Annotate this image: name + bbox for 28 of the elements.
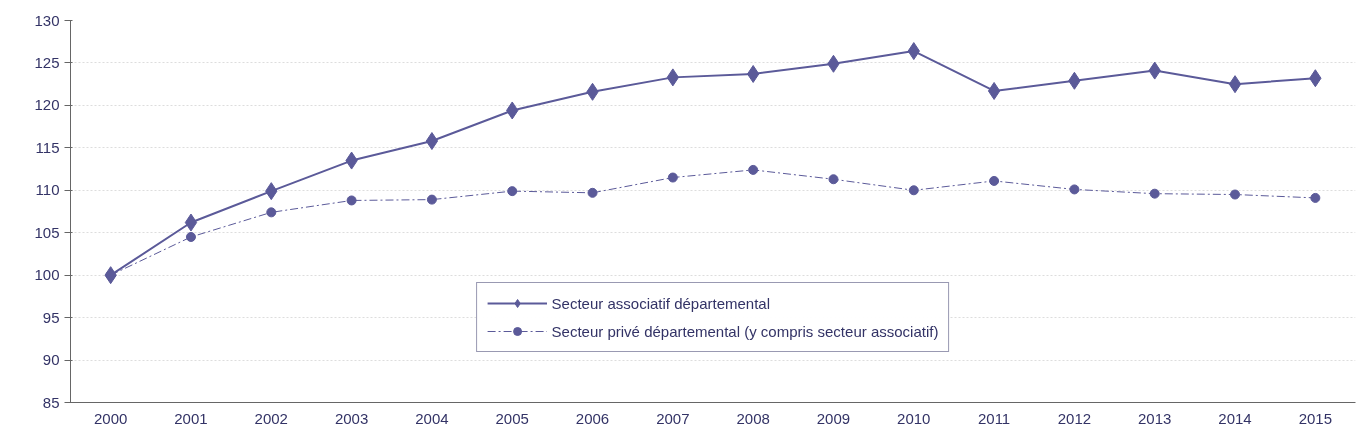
y-tick-label: 85 xyxy=(42,393,60,411)
y-tick-label: 125 xyxy=(34,53,60,71)
y-tick-label: 100 xyxy=(34,266,60,284)
x-tick-label: 2011 xyxy=(977,409,1011,427)
x-tick-label: 2000 xyxy=(93,409,128,427)
x-tick-label: 2015 xyxy=(1298,409,1333,427)
x-tick-label: 2009 xyxy=(816,409,851,427)
y-tick-label: 90 xyxy=(42,351,60,369)
x-tick-label: 2012 xyxy=(1057,409,1092,427)
y-tick-label: 105 xyxy=(34,223,60,241)
x-tick-label: 2003 xyxy=(334,409,369,427)
x-tick-label: 2001 xyxy=(174,409,208,427)
x-tick-label: 2014 xyxy=(1218,409,1252,427)
x-tick-label: 2007 xyxy=(656,409,690,427)
x-tick-label: 2006 xyxy=(575,409,610,427)
y-tick-label: 95 xyxy=(42,308,60,326)
x-tick-label: 2002 xyxy=(254,409,288,427)
y-tick-label: 130 xyxy=(34,11,60,29)
y-tick-label: 115 xyxy=(35,138,60,156)
y-tick-label: 110 xyxy=(35,181,60,199)
legend-label: Secteur privé départemental (y compris secteur associatif) xyxy=(551,322,939,340)
x-tick-label: 2010 xyxy=(897,409,931,427)
x-tick-label: 2008 xyxy=(736,409,770,427)
x-tick-label: 2005 xyxy=(495,409,529,427)
legend-label: Secteur associatif départemental xyxy=(551,294,771,312)
y-tick-label: 120 xyxy=(34,96,60,114)
x-tick-label: 2004 xyxy=(415,409,449,427)
x-tick-label: 2013 xyxy=(1138,409,1172,427)
